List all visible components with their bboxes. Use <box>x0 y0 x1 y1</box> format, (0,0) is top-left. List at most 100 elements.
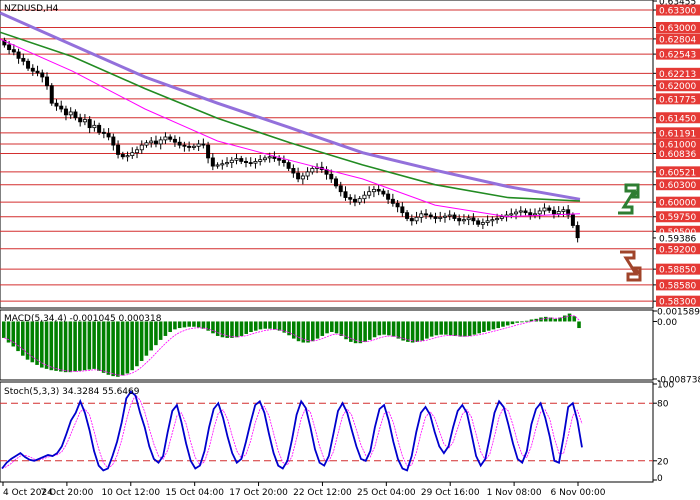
macd-bar-16 <box>78 321 82 371</box>
candle-body-53 <box>253 161 258 164</box>
candle-body-23 <box>111 136 116 146</box>
candle-body-1 <box>7 44 12 51</box>
candle-body-26 <box>125 155 130 158</box>
candle-body-32 <box>153 140 158 145</box>
macd-bar-52 <box>249 321 253 332</box>
candle-body-59 <box>281 159 286 163</box>
macd-bar-84 <box>401 321 405 341</box>
candle-body-19 <box>92 124 97 129</box>
macd-bar-74 <box>353 321 358 344</box>
time-label-6: 25 Oct 04:00 <box>357 488 416 498</box>
price-label-box-7 <box>656 93 700 105</box>
candle-body-84 <box>400 206 405 214</box>
macd-bar-116 <box>553 318 558 322</box>
chevron-up-arrow-icon <box>618 183 640 215</box>
time-label-4: 17 Oct 20:00 <box>229 488 288 498</box>
macd-bar-77 <box>368 321 372 340</box>
macd-bar-88 <box>420 321 424 341</box>
candle-body-39 <box>187 145 192 148</box>
price-label-20: 0.58580 <box>659 281 696 291</box>
macd-axis-label-0: 0.001589 <box>657 308 700 318</box>
macd-bar-29 <box>139 321 144 361</box>
stochastic-panel-frame <box>0 381 654 483</box>
candle-body-38 <box>182 144 187 147</box>
macd-bar-86 <box>410 321 415 343</box>
candle-body-103 <box>490 219 495 222</box>
candle-body-64 <box>305 171 310 177</box>
candle-body-37 <box>177 141 182 146</box>
candle-body-35 <box>168 136 173 140</box>
candle-body-117 <box>556 211 561 215</box>
candle-body-104 <box>495 218 500 221</box>
stochastic-axis: 100 80 20 0 <box>653 381 674 484</box>
macd-bar-43 <box>206 321 210 331</box>
macd-bar-104 <box>496 321 500 329</box>
macd-bar-2 <box>11 321 16 347</box>
candle-body-78 <box>371 188 376 193</box>
price-panel: NZDUSD,H4 0.634550.633000.630000.628040.… <box>0 0 700 309</box>
stochastic-axis-label-1: 80 <box>657 400 669 410</box>
macd-bar-102 <box>486 321 491 331</box>
macd-bar-39 <box>187 321 191 327</box>
macd-bar-46 <box>220 321 225 338</box>
macd-bar-121 <box>577 321 581 329</box>
stochastic-lines <box>1 390 583 472</box>
macd-bar-11 <box>54 321 58 371</box>
candle-body-94 <box>447 214 452 217</box>
macd-bar-95 <box>453 321 458 336</box>
candle-body-0 <box>2 39 7 46</box>
time-label-5: 22 Oct 12:00 <box>293 488 352 498</box>
candle-body-109 <box>518 210 523 213</box>
candle-body-25 <box>120 154 125 158</box>
candle-body-86 <box>409 218 414 222</box>
macd-bar-111 <box>529 319 534 322</box>
price-label-18: 0.59200 <box>659 245 696 255</box>
candle-body-8 <box>40 72 45 78</box>
candle-body-24 <box>116 144 121 155</box>
macd-bar-114 <box>543 316 548 322</box>
macd-bar-89 <box>425 321 429 339</box>
macd-bar-66 <box>315 321 320 339</box>
candle-body-118 <box>561 209 566 212</box>
candle-body-89 <box>424 213 429 216</box>
candle-body-102 <box>485 220 490 223</box>
macd-bar-30 <box>144 321 149 356</box>
candle-body-16 <box>78 117 83 123</box>
stochastic-axis-label-0: 100 <box>657 381 674 391</box>
candle-body-121 <box>575 225 580 239</box>
candle-body-5 <box>26 60 31 69</box>
macd-bar-67 <box>320 321 325 336</box>
macd-bar-71 <box>339 321 344 336</box>
macd-bar-50 <box>239 321 244 336</box>
price-label-11: 0.60836 <box>659 150 696 160</box>
price-label-box-16 <box>656 225 700 237</box>
price-label-box-14 <box>656 196 700 208</box>
macd-bar-55 <box>263 321 268 329</box>
macd-bar-8 <box>40 321 44 368</box>
moving-average-line-0 <box>0 11 581 201</box>
candle-body-45 <box>215 164 220 167</box>
macd-bar-83 <box>396 321 401 339</box>
macd-bar-45 <box>215 321 220 336</box>
candle-body-113 <box>537 210 542 215</box>
macd-bar-62 <box>296 321 301 342</box>
macd-bar-47 <box>225 321 229 338</box>
price-label-box-12 <box>656 166 700 178</box>
candle-body-2 <box>11 49 16 53</box>
macd-bar-72 <box>344 321 348 340</box>
candle-body-31 <box>149 140 154 144</box>
macd-bar-32 <box>154 321 158 346</box>
macd-bar-53 <box>253 321 258 331</box>
price-label-15: 0.59750 <box>659 213 696 223</box>
macd-bar-40 <box>192 321 196 327</box>
macd-bar-0 <box>2 321 6 338</box>
candle-body-79 <box>376 188 381 192</box>
candle-body-107 <box>509 213 514 216</box>
candle-body-114 <box>542 207 547 212</box>
price-label-box-8 <box>656 112 700 124</box>
candle-body-47 <box>225 162 230 165</box>
macd-bar-120 <box>572 316 577 322</box>
macd-bar-80 <box>382 321 386 335</box>
price-label-0: 0.63455 <box>659 0 696 8</box>
